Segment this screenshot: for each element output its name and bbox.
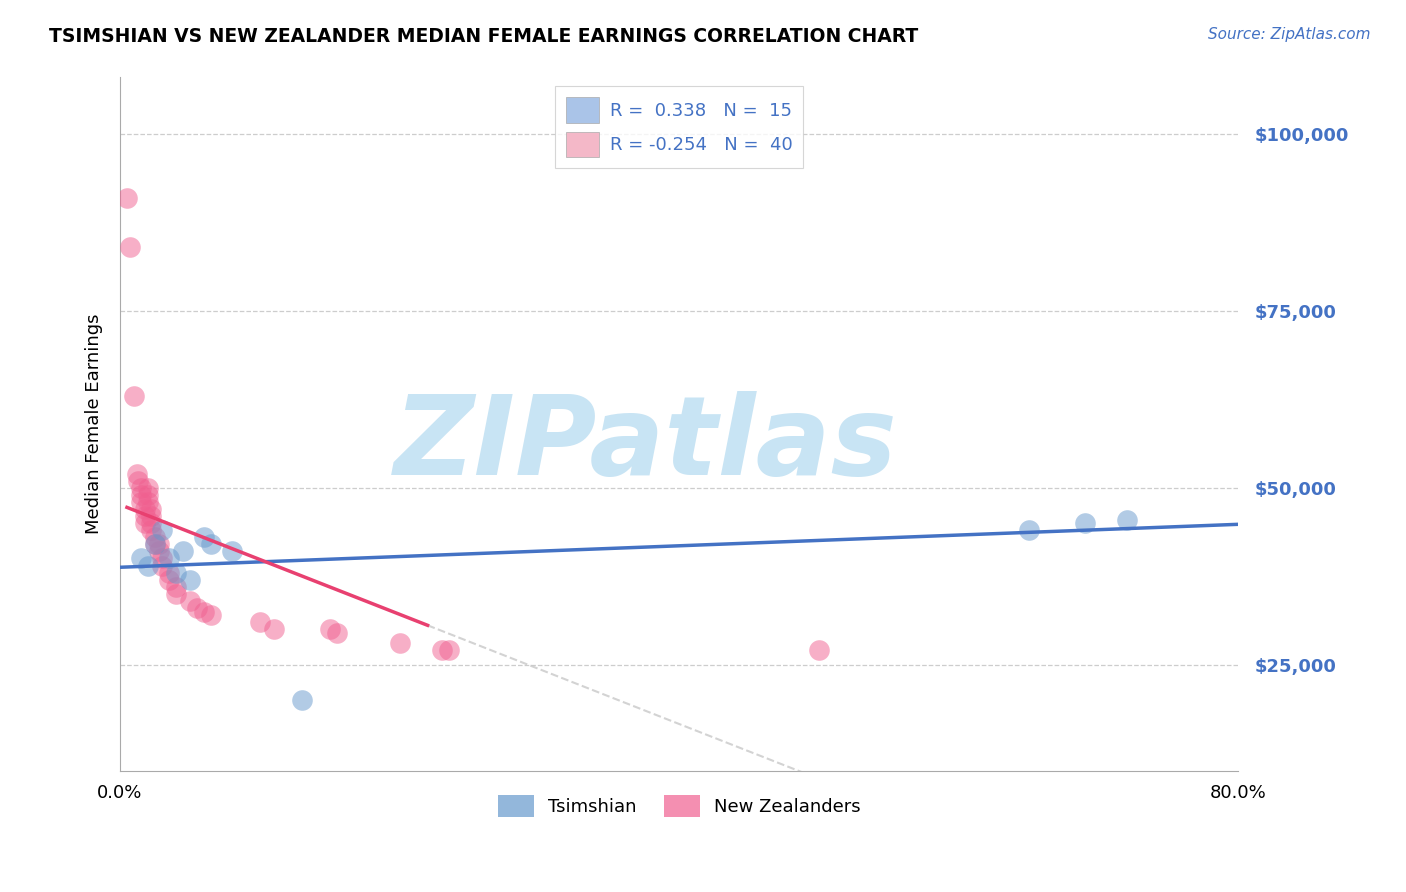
- Point: [125, 467, 148, 481]
- Point: [118, 240, 141, 254]
- Point: [808, 643, 831, 657]
- Point: [127, 474, 149, 488]
- Point: [139, 523, 162, 537]
- Point: [318, 622, 340, 636]
- Point: [143, 537, 166, 551]
- Point: [134, 509, 156, 524]
- Point: [150, 558, 173, 573]
- Point: [122, 389, 145, 403]
- Point: [200, 537, 222, 551]
- Point: [139, 516, 162, 530]
- Point: [437, 643, 460, 657]
- Point: [129, 495, 152, 509]
- Y-axis label: Median Female Earnings: Median Female Earnings: [86, 314, 103, 534]
- Point: [157, 566, 180, 580]
- Point: [193, 530, 215, 544]
- Point: [136, 558, 159, 573]
- Point: [325, 625, 347, 640]
- Point: [148, 544, 170, 558]
- Point: [139, 509, 162, 524]
- Point: [115, 191, 138, 205]
- Point: [165, 566, 187, 580]
- Point: [1073, 516, 1095, 530]
- Point: [179, 594, 201, 608]
- Point: [143, 537, 166, 551]
- Point: [193, 605, 215, 619]
- Point: [186, 601, 208, 615]
- Point: [148, 537, 170, 551]
- Text: ZIPatlas: ZIPatlas: [394, 392, 897, 499]
- Point: [179, 573, 201, 587]
- Point: [129, 488, 152, 502]
- Point: [165, 580, 187, 594]
- Text: TSIMSHIAN VS NEW ZEALANDER MEDIAN FEMALE EARNINGS CORRELATION CHART: TSIMSHIAN VS NEW ZEALANDER MEDIAN FEMALE…: [49, 27, 918, 45]
- Point: [139, 502, 162, 516]
- Point: [388, 636, 411, 650]
- Point: [136, 495, 159, 509]
- Point: [157, 551, 180, 566]
- Point: [1018, 523, 1040, 537]
- Point: [165, 587, 187, 601]
- Point: [200, 608, 222, 623]
- Point: [1115, 512, 1137, 526]
- Point: [172, 544, 194, 558]
- Point: [430, 643, 453, 657]
- Point: [263, 622, 285, 636]
- Point: [150, 551, 173, 566]
- Point: [134, 516, 156, 530]
- Point: [143, 530, 166, 544]
- Point: [136, 481, 159, 495]
- Point: [157, 573, 180, 587]
- Point: [129, 481, 152, 495]
- Point: [291, 693, 314, 707]
- Legend: Tsimshian, New Zealanders: Tsimshian, New Zealanders: [491, 788, 868, 824]
- Text: Source: ZipAtlas.com: Source: ZipAtlas.com: [1208, 27, 1371, 42]
- Point: [150, 523, 173, 537]
- Point: [249, 615, 271, 629]
- Point: [221, 544, 243, 558]
- Point: [134, 502, 156, 516]
- Point: [129, 551, 152, 566]
- Point: [136, 488, 159, 502]
